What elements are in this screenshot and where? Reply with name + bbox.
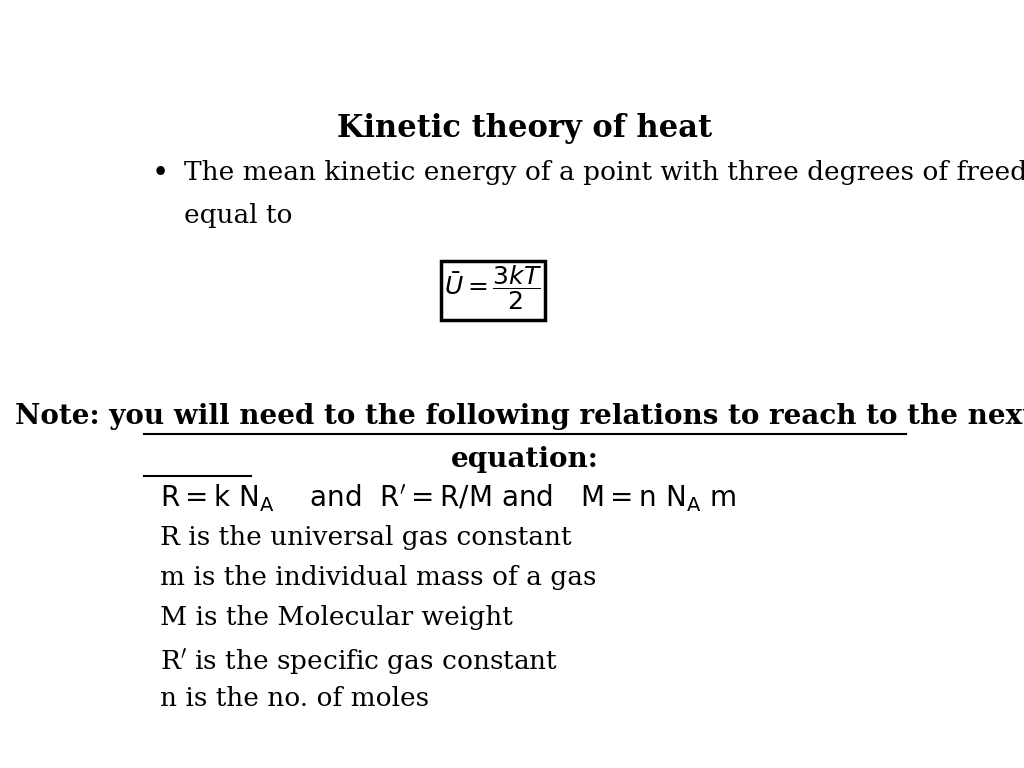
Text: Note: you will need to the following relations to reach to the next: Note: you will need to the following rel… [14, 402, 1024, 429]
Text: $\bar{U} = \dfrac{3kT}{2}$: $\bar{U} = \dfrac{3kT}{2}$ [444, 263, 542, 312]
Text: The mean kinetic energy of a point with three degrees of freedom is: The mean kinetic energy of a point with … [183, 161, 1024, 185]
Text: n is the no. of moles: n is the no. of moles [160, 686, 429, 711]
Text: R is the universal gas constant: R is the universal gas constant [160, 525, 571, 550]
Text: •: • [152, 161, 169, 188]
Text: R$'$ is the specific gas constant: R$'$ is the specific gas constant [160, 646, 558, 677]
Text: equation:: equation: [451, 445, 599, 473]
Text: Kinetic theory of heat: Kinetic theory of heat [337, 113, 713, 144]
Text: $\mathrm{R=k\ N_A\ \ \ \ and\ \ R^{\prime} = R/M\ and\ \ \ M=n\ N_A\ m}$: $\mathrm{R=k\ N_A\ \ \ \ and\ \ R^{\prim… [160, 482, 735, 514]
Text: equal to: equal to [183, 203, 292, 228]
FancyBboxPatch shape [441, 260, 545, 319]
Text: M is the Molecular weight: M is the Molecular weight [160, 605, 512, 631]
Text: m is the individual mass of a gas: m is the individual mass of a gas [160, 565, 596, 591]
